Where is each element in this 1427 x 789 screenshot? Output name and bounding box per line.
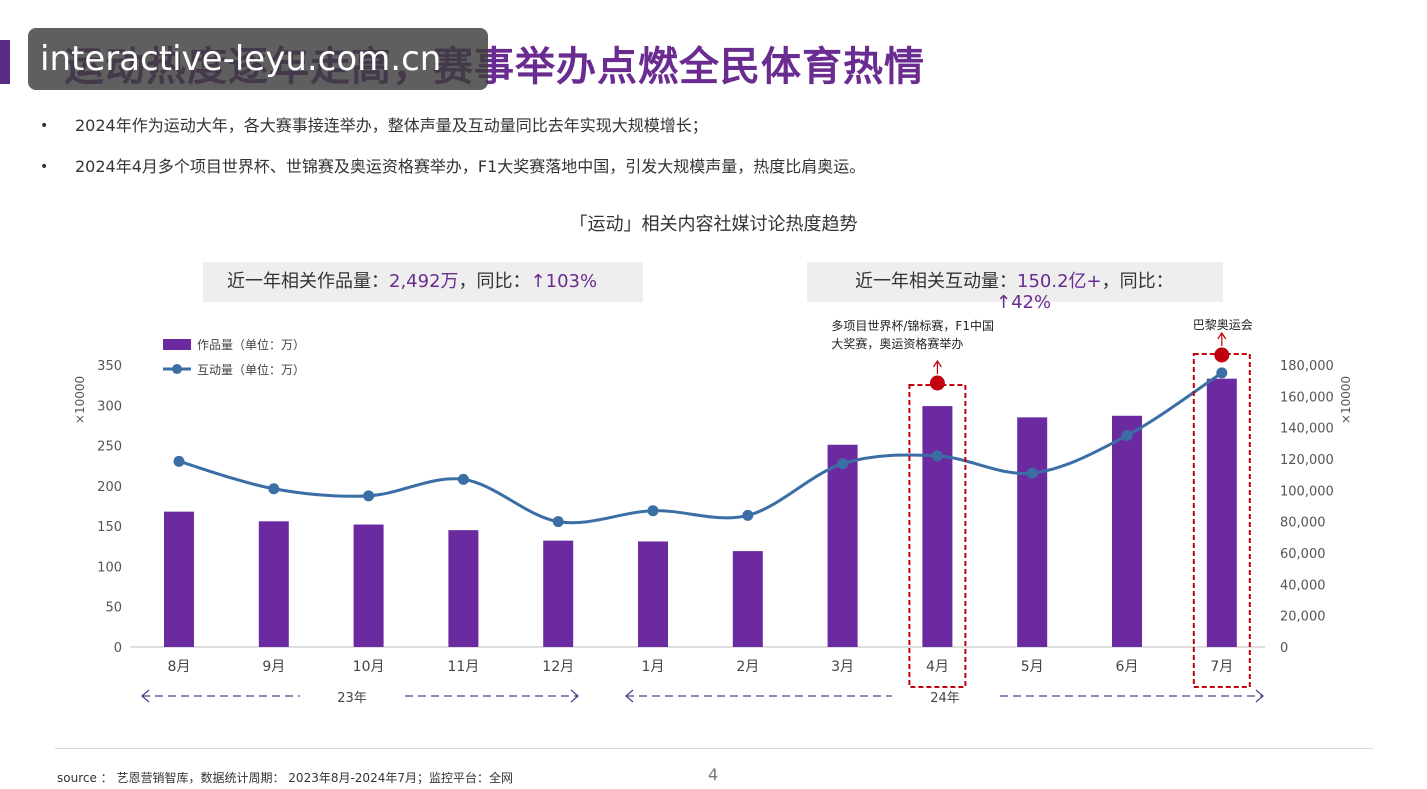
x-tick-label: 6月 xyxy=(1116,659,1139,675)
legend-swatch-works xyxy=(163,339,191,350)
page-number: 4 xyxy=(708,765,719,784)
annotation-marker xyxy=(929,375,945,391)
y-left-tick-label: 350 xyxy=(97,359,122,374)
bar-works-volume xyxy=(638,541,668,647)
y-right-tick-label: 140,000 xyxy=(1280,422,1334,437)
y-right-tick-label: 160,000 xyxy=(1280,390,1334,405)
annotation-april-text: 大奖赛，奥运资格赛举办 xyxy=(831,336,963,351)
bar-works-volume xyxy=(164,511,194,647)
line-point-interaction-volume xyxy=(173,455,185,467)
line-point-interaction-volume xyxy=(552,516,564,528)
bullet-list: 2024年作为运动大年，各大赛事接连举办，整体声量及互动量同比去年实现大规模增长… xyxy=(40,116,865,198)
works-stat-value: 2,492万 xyxy=(389,271,459,292)
y-left-tick-label: 300 xyxy=(97,399,122,414)
x-tick-label: 8月 xyxy=(168,659,191,675)
interaction-volume-stat: 近一年相关互动量：150.2亿+，同比： xyxy=(807,262,1223,302)
bar-works-volume xyxy=(1017,417,1048,647)
period-2023-right-arrow-head xyxy=(570,689,579,703)
y-right-tick-label: 60,000 xyxy=(1280,547,1326,562)
works-stat-label: 近一年相关作品量： xyxy=(227,271,389,292)
bar-works-volume xyxy=(1112,415,1142,647)
bar-works-volume xyxy=(732,551,763,647)
interaction-stat-label: 近一年相关互动量： xyxy=(855,271,1017,292)
y-right-tick-label: 20,000 xyxy=(1280,610,1326,625)
bar-works-volume xyxy=(543,540,574,647)
y-left-tick-label: 250 xyxy=(97,440,122,455)
x-tick-label: 2月 xyxy=(736,659,759,675)
line-point-interaction-volume xyxy=(457,473,469,485)
line-point-interaction-volume xyxy=(268,483,280,495)
legend-label-interaction: 互动量（单位：万） xyxy=(197,362,305,377)
annotation-arrow-head xyxy=(932,359,942,368)
works-volume-stat: 近一年相关作品量：2,492万，同比：↑103% xyxy=(203,262,643,302)
x-tick-label: 7月 xyxy=(1210,659,1233,675)
line-point-interaction-volume xyxy=(1121,430,1133,441)
x-tick-label: 4月 xyxy=(926,659,949,675)
x-tick-label: 5月 xyxy=(1021,659,1044,675)
period-2024-right-arrow-head xyxy=(1255,689,1264,703)
annotation-marker xyxy=(1214,347,1230,363)
y-right-tick-label: 180,000 xyxy=(1280,359,1334,374)
interaction-stat-yoy-change: ↑42% xyxy=(996,292,1052,313)
y-right-tick-label: 100,000 xyxy=(1280,484,1334,499)
bar-works-volume xyxy=(258,521,289,647)
y-left-tick-label: 200 xyxy=(97,480,122,495)
annotation-april-text: 多项目世界杯/锦标赛，F1中国 xyxy=(831,318,994,333)
bar-works-volume xyxy=(1206,378,1237,647)
y-right-tick-label: 0 xyxy=(1280,641,1288,656)
y-left-tick-label: 100 xyxy=(97,560,122,575)
x-tick-label: 12月 xyxy=(542,659,574,675)
y-right-tick-label: 80,000 xyxy=(1280,516,1326,531)
watermark-overlay: interactive-leyu.com.cn xyxy=(28,28,488,90)
x-tick-label: 1月 xyxy=(642,659,665,675)
x-tick-label: 11月 xyxy=(447,659,479,675)
legend-marker-interaction xyxy=(172,364,182,374)
x-tick-label: 3月 xyxy=(831,659,854,675)
title-accent-bar xyxy=(0,40,10,84)
y-left-tick-label: 150 xyxy=(97,520,122,535)
annotation-arrow-head xyxy=(1217,331,1227,340)
y-left-tick-label: 0 xyxy=(114,641,122,656)
y-left-tick-label: 50 xyxy=(105,601,122,616)
line-interaction-volume xyxy=(178,371,1223,525)
source-note: source ： 艺恩营销智库，数据统计周期： 2023年8月-2024年7月；… xyxy=(57,771,513,785)
line-point-interaction-volume xyxy=(837,458,849,470)
line-point-interaction-volume xyxy=(931,450,943,462)
x-tick-label: 9月 xyxy=(262,659,285,675)
interaction-stat-yoy-label: ，同比： xyxy=(1101,271,1174,292)
bullet-item: 2024年4月多个项目世界杯、世锦赛及奥运资格赛举办，F1大奖赛落地中国，引发大… xyxy=(40,157,865,177)
works-stat-yoy-label: ，同比： xyxy=(458,271,531,292)
y-right-tick-label: 120,000 xyxy=(1280,453,1334,468)
y-right-tick-label: 40,000 xyxy=(1280,578,1326,593)
period-label-2024: 24年 xyxy=(930,691,960,706)
works-stat-yoy-change: ↑103% xyxy=(530,271,598,292)
line-point-interaction-volume xyxy=(647,505,659,517)
bullet-item: 2024年作为运动大年，各大赛事接连举办，整体声量及互动量同比去年实现大规模增长… xyxy=(40,116,865,136)
footer-divider xyxy=(55,748,1373,749)
chart-title: 「运动」相关内容社媒讨论热度趋势 xyxy=(569,214,858,235)
x-tick-label: 10月 xyxy=(353,659,385,675)
line-point-interaction-volume xyxy=(1026,467,1038,479)
period-2024-left-arrow-head xyxy=(625,689,634,703)
line-point-interaction-volume xyxy=(363,490,375,502)
bar-works-volume xyxy=(448,530,479,647)
bar-works-volume xyxy=(922,406,953,647)
line-point-interaction-volume xyxy=(1216,367,1228,379)
legend-label-works: 作品量（单位：万） xyxy=(197,337,305,352)
period-2023-left-arrow-head xyxy=(141,689,150,703)
y-right-axis-label: ×10000 xyxy=(1339,376,1353,424)
line-point-interaction-volume xyxy=(742,509,754,521)
bar-works-volume xyxy=(827,444,858,647)
y-left-axis-label: ×10000 xyxy=(73,376,87,424)
period-label-2023: 23年 xyxy=(337,691,367,706)
bar-works-volume xyxy=(353,524,384,647)
annotation-july-text: 巴黎奥运会 xyxy=(1193,318,1253,332)
interaction-stat-value: 150.2亿+ xyxy=(1017,271,1102,292)
